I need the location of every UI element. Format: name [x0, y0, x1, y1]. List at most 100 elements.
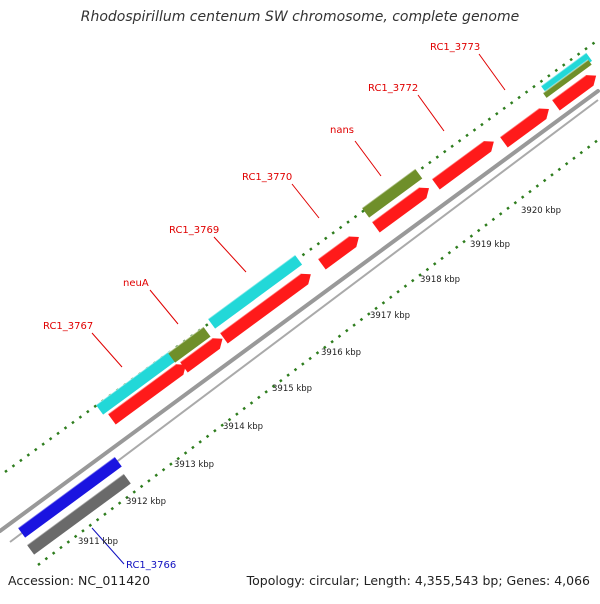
gene-label-rc1_3773[interactable]: RC1_3773 [430, 42, 480, 53]
tick-dot [472, 128, 477, 132]
callout-neua: neuA [123, 278, 179, 325]
gene-rc1-3767-arrow[interactable] [107, 363, 186, 425]
tick-dot [324, 236, 328, 241]
tick-dot [139, 484, 144, 489]
gene-label-nans[interactable]: nans [330, 125, 354, 136]
kbp-label: 3917 kbp [370, 311, 410, 321]
callout-rc1_3769: RC1_3769 [169, 225, 247, 273]
kbp-scale: 3911 kbp 3912 kbp 3913 kbp 3914 kbp 3915 kbp… [78, 206, 561, 547]
feature-olive-neua-highlight [167, 326, 204, 354]
feature-olive-rc1-3773[interactable] [542, 59, 592, 98]
gene-edge-arrow-body[interactable] [552, 75, 597, 111]
gene-rc1-3766-arrow-highlight [17, 456, 116, 529]
tick-dot [520, 195, 525, 199]
tick-dot [561, 63, 566, 67]
gene-rc1-3770-arrow-body[interactable] [318, 236, 359, 270]
tick-dot [51, 551, 56, 555]
gene-label-rc1_3769[interactable]: RC1_3769 [169, 225, 219, 236]
tick-dot [569, 57, 573, 62]
feature-olive-neua-body[interactable] [168, 326, 211, 363]
tick-dot [220, 423, 224, 427]
tick-dot [26, 453, 31, 457]
gene-rc1-3769-arrow[interactable] [219, 273, 311, 344]
tick-dot [183, 451, 188, 455]
gene-rc1-3766-arrow[interactable] [17, 456, 122, 538]
gene-edge-arrow[interactable] [551, 74, 597, 111]
callout-line [478, 53, 506, 91]
accession-text: Accession: NC_011420 [8, 573, 151, 588]
gene-label-neua[interactable]: neuA [123, 278, 149, 289]
tick-dot [517, 95, 521, 100]
tick-dot [213, 429, 217, 433]
lower-tick-track [37, 139, 598, 566]
tick-dot [81, 529, 85, 533]
feature-olive-rc1-3773-body[interactable] [543, 59, 592, 98]
tick-dot [579, 150, 584, 155]
feature-cyan-rc1-3773-body[interactable] [541, 52, 593, 95]
tick-dot [502, 106, 506, 111]
tick-dot [591, 41, 596, 46]
feature-cyan-rc1-3767-body[interactable] [96, 350, 178, 415]
feature-cyan-rc1-3769[interactable] [207, 254, 303, 329]
tick-dot [191, 445, 195, 450]
tick-dot [440, 256, 444, 261]
chromosome-title: Rhodospirillum centenum SW chromosome, c… [80, 9, 520, 25]
gene-rc1-3772-arrow-body[interactable] [432, 141, 494, 190]
tick-dot [88, 523, 93, 528]
tick-dot [396, 289, 400, 294]
feature-olive-neua[interactable] [167, 326, 211, 363]
tick-dot [331, 231, 335, 235]
tick-dot [161, 467, 166, 472]
gene-rc1-3773-arrow-highlight [499, 107, 540, 138]
callout-rc1_3766: RC1_3766 [91, 527, 176, 571]
feature-olive-nans[interactable] [361, 168, 423, 218]
tick-dot [345, 328, 349, 333]
gene-features[interactable] [17, 52, 597, 555]
tick-dot [205, 323, 209, 327]
feature-cyan-rc1-3767[interactable] [95, 349, 178, 415]
tick-dot [4, 469, 8, 474]
tick-dot [316, 241, 321, 246]
feature-cyan-rc1-3773[interactable] [540, 52, 593, 95]
tick-dot [454, 245, 459, 249]
gene-rc1-3772-arrow[interactable] [431, 140, 494, 190]
gene-rc1-3772-arrow-highlight [431, 140, 484, 180]
gene-nans-arrow[interactable] [371, 187, 430, 233]
gene-neua-arrow-highlight [179, 337, 213, 363]
feature-gray-rc1-3766[interactable] [26, 473, 131, 555]
gene-neua-arrow[interactable] [179, 337, 223, 373]
gene-label-rc1_3767[interactable]: RC1_3767 [43, 321, 93, 332]
gene-rc1-3769-arrow-body[interactable] [220, 273, 311, 344]
gene-label-rc1_3772[interactable]: RC1_3772 [368, 83, 418, 94]
gene-rc1-3770-arrow[interactable] [317, 235, 359, 270]
tick-dot [484, 223, 488, 227]
gene-rc1-3773-arrow[interactable] [499, 107, 549, 148]
tick-dot [78, 415, 83, 419]
tick-dot [550, 173, 554, 177]
feature-olive-nans-body[interactable] [362, 168, 423, 218]
tick-dot [95, 517, 100, 522]
tick-dot [59, 545, 63, 550]
tick-dot [309, 247, 313, 251]
tick-dot [37, 562, 41, 566]
tick-dot [359, 317, 364, 322]
gene-nans-arrow-body[interactable] [372, 187, 430, 233]
feature-gray-rc1-3766-body[interactable] [27, 473, 131, 555]
gene-rc1-3767-arrow-body[interactable] [108, 364, 186, 425]
tick-dot [315, 351, 320, 355]
kbp-label: 3919 kbp [470, 240, 510, 250]
tick-dot [330, 340, 334, 344]
gene-label-rc1_3770[interactable]: RC1_3770 [242, 172, 292, 183]
gene-rc1-3766-arrow-body[interactable] [18, 456, 122, 538]
tick-dot [435, 155, 440, 159]
tick-dot [420, 166, 425, 170]
feature-cyan-rc1-3769-body[interactable] [208, 254, 303, 329]
chromosome-backbone-upper [0, 89, 600, 533]
gene-neua-arrow-body[interactable] [180, 338, 223, 373]
kbp-label: 3918 kbp [420, 275, 460, 285]
gene-label-rc1_3766[interactable]: RC1_3766 [126, 560, 176, 571]
tick-dot [584, 46, 588, 51]
gene-rc1-3773-arrow-body[interactable] [500, 108, 549, 148]
